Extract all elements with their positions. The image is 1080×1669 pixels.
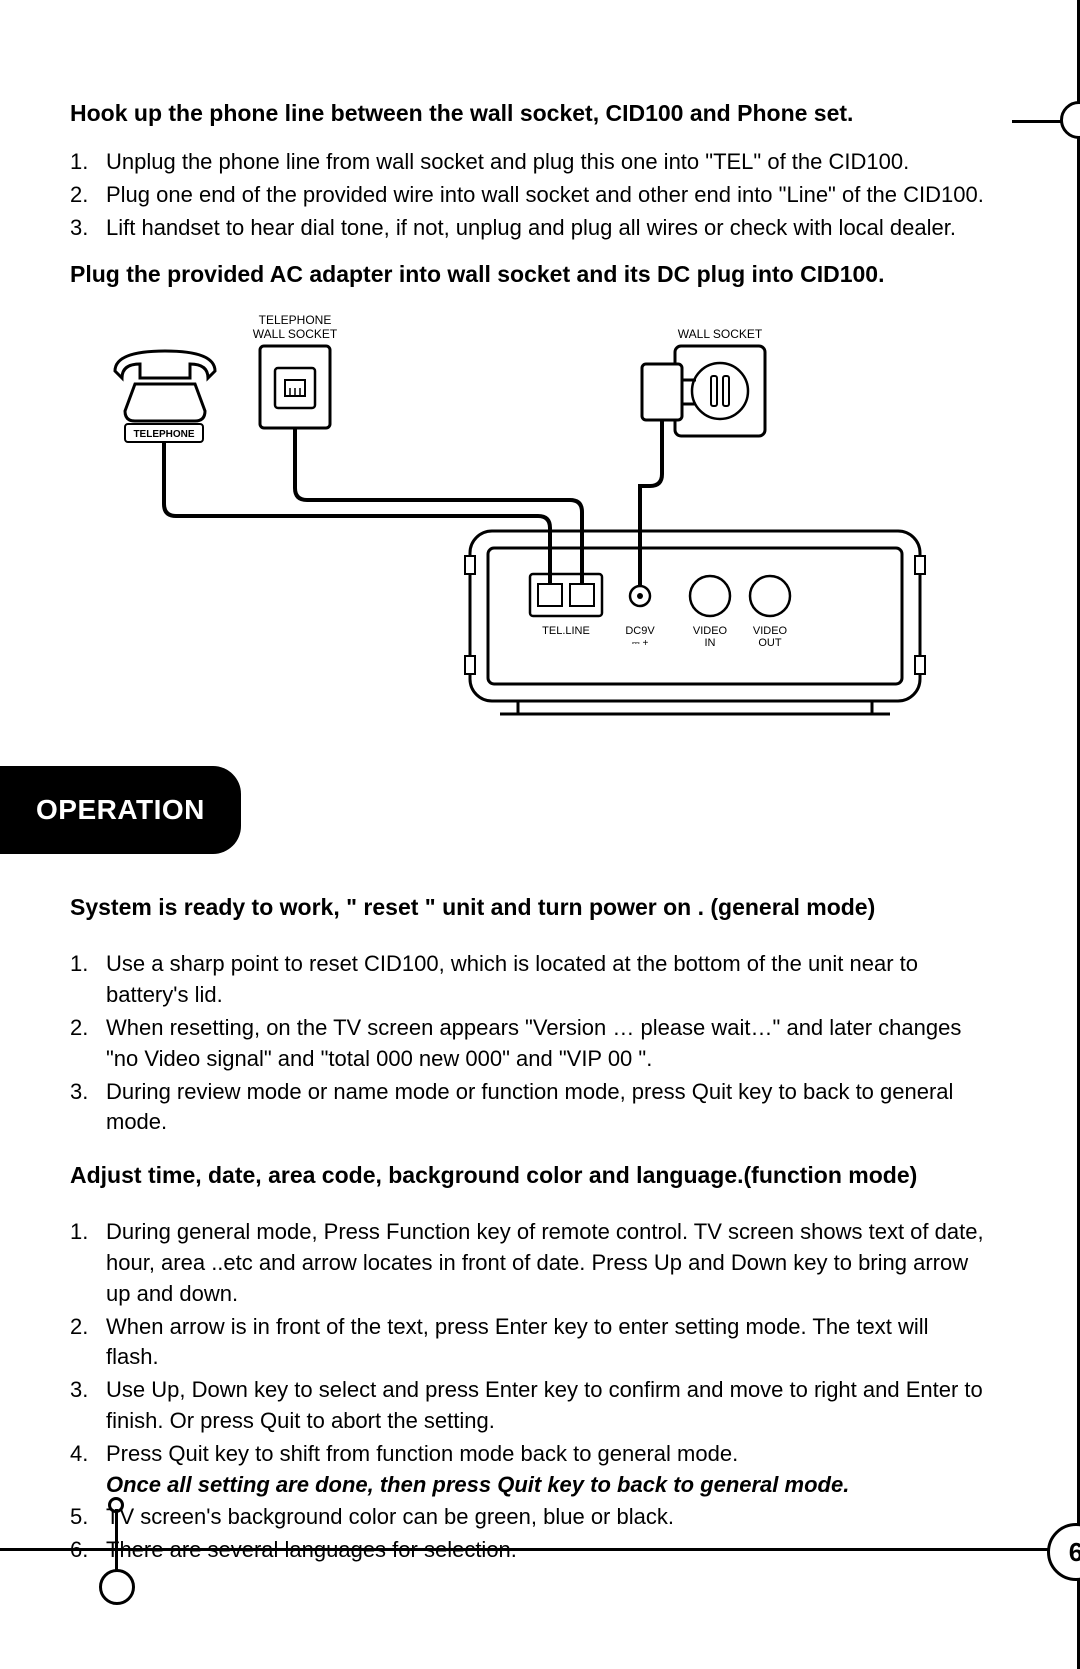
label-wall-socket: WALL SOCKET xyxy=(678,327,763,341)
list-item: Plug one end of the provided wire into w… xyxy=(70,180,987,211)
svg-text:⎓ +: ⎓ + xyxy=(632,638,649,649)
label-tel-wall-socket: TELEPHONE xyxy=(259,313,332,327)
operation-tab: OPERATION xyxy=(0,766,241,854)
list-item: Press Quit key to shift from function mo… xyxy=(70,1439,987,1501)
section2-list: During general mode, Press Function key … xyxy=(70,1217,987,1566)
list-item-emph: Once all setting are done, then press Qu… xyxy=(106,1472,849,1497)
wall-socket-icon xyxy=(675,346,765,436)
list-item: TV screen's background color can be gree… xyxy=(70,1502,987,1533)
tel-wall-socket-icon xyxy=(260,346,330,428)
list-item: When arrow is in front of the text, pres… xyxy=(70,1312,987,1374)
content: Hook up the phone line between the wall … xyxy=(0,0,1077,1566)
list-item: During review mode or name mode or funct… xyxy=(70,1077,987,1139)
list-item: Use a sharp point to reset CID100, which… xyxy=(70,949,987,1011)
section1-list: Use a sharp point to reset CID100, which… xyxy=(70,949,987,1138)
operation-section: System is ready to work, " reset " unit … xyxy=(70,894,987,1566)
svg-text:OUT: OUT xyxy=(758,637,782,649)
list-item: When resetting, on the TV screen appears… xyxy=(70,1013,987,1075)
svg-text:WALL SOCKET: WALL SOCKET xyxy=(253,327,338,341)
label-dc9v: DC9V xyxy=(625,625,655,637)
adapter-note: Plug the provided AC adapter into wall s… xyxy=(70,261,987,288)
list-item: During general mode, Press Function key … xyxy=(70,1217,987,1309)
connection-diagram: TELEPHONE WALL SOCKET WALL SOCKET TELEPH… xyxy=(70,306,970,736)
label-tel-line: TEL.LINE xyxy=(542,625,590,637)
list-item: Unplug the phone line from wall socket a… xyxy=(70,147,987,178)
telephone-icon: TELEPHONE xyxy=(115,351,215,442)
list-item: Lift handset to hear dial tone, if not, … xyxy=(70,213,987,244)
list-item-text: Press Quit key to shift from function mo… xyxy=(106,1441,738,1466)
section2-title: Adjust time, date, area code, background… xyxy=(70,1162,987,1189)
label-video-out: VIDEO xyxy=(753,625,788,637)
section1-title: System is ready to work, " reset " unit … xyxy=(70,894,987,921)
hookup-title: Hook up the phone line between the wall … xyxy=(70,100,987,127)
label-video-in: VIDEO xyxy=(693,625,728,637)
bottom-rule xyxy=(0,1548,1077,1551)
list-item: Use Up, Down key to select and press Ent… xyxy=(70,1375,987,1437)
svg-text:IN: IN xyxy=(705,637,716,649)
hookup-list: Unplug the phone line from wall socket a… xyxy=(70,147,987,243)
cid100-device-icon: TEL.LINE DC9V ⎓ + VIDEO IN VIDEO OUT xyxy=(465,531,925,714)
page: Hook up the phone line between the wall … xyxy=(0,0,1080,1669)
label-telephone: TELEPHONE xyxy=(133,429,194,440)
